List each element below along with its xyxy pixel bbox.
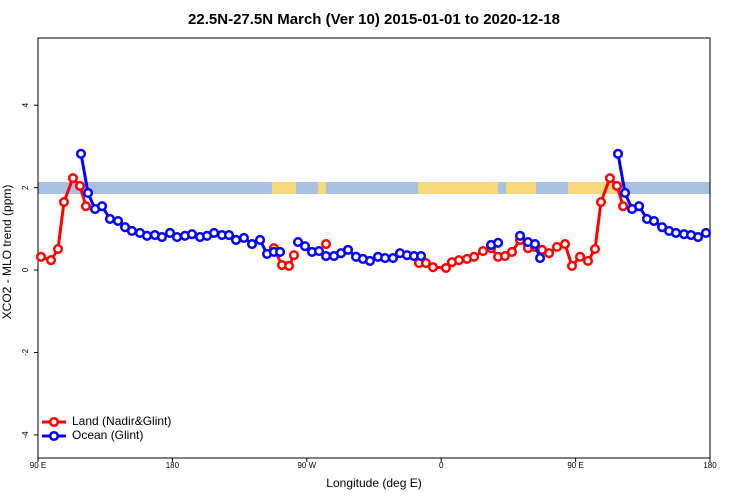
point [582,255,594,267]
point [595,196,607,208]
point [45,255,57,266]
point [97,201,108,212]
point [453,255,465,266]
point [288,250,300,261]
point [535,253,546,264]
ocean-strip [38,182,710,194]
point [74,180,86,192]
series-line [79,153,707,263]
point [634,201,645,212]
land-strip [318,182,326,194]
point [141,230,153,241]
point [670,227,682,239]
point [299,241,311,252]
y-tick-label: -2 [21,348,30,356]
point [618,201,629,212]
point [342,244,354,255]
point [589,243,601,255]
point [364,255,376,267]
land-strip [272,182,296,194]
point [156,232,167,243]
point [246,239,258,250]
point [604,173,615,184]
point [552,241,563,253]
y-axis-label: XCO2 - MLO trend (ppm) [0,185,14,320]
point [477,246,489,257]
point [209,227,220,239]
point [469,251,480,262]
point [238,232,249,243]
point [223,229,235,241]
point [186,229,198,240]
point [275,246,286,257]
point [82,187,94,199]
point [230,234,242,246]
map-strip [38,182,710,194]
legend-marker [48,416,60,428]
point [612,148,624,159]
legend-label: Land (Nadir&Glint) [72,414,171,428]
point [493,237,504,248]
point [514,230,526,241]
x-tick-label: 90 W [297,461,316,470]
legend-label: Ocean (Glint) [72,428,143,442]
point [506,246,518,257]
point [427,262,439,273]
x-tick-label: 180 [166,461,180,470]
point [559,239,571,250]
point [164,227,176,239]
legend-marker [48,430,60,442]
point [255,234,266,246]
x-tick-label: 0 [439,461,444,470]
point [67,173,78,184]
point [529,239,541,250]
point [440,262,452,274]
point [104,213,116,224]
point [619,187,631,199]
point [112,215,124,227]
x-tick-label: 90 E [30,461,46,470]
chart-title: 22.5N-27.5N March (Ver 10) 2015-01-01 to… [188,11,560,28]
point [648,215,660,227]
y-tick-label: 0 [21,267,30,272]
point [415,250,427,262]
x-tick-label: 180 [703,461,717,470]
point [566,260,578,271]
point [75,148,87,159]
point [292,236,304,248]
point [58,196,70,208]
point [693,232,704,243]
point [420,257,432,269]
point [499,250,511,262]
plot-frame [37,37,711,459]
y-tick-label: 4 [21,102,30,107]
point [575,251,586,262]
y-tick-label: -4 [21,431,30,439]
point [700,227,712,239]
point [80,201,91,212]
land-strip [506,182,536,194]
point [35,251,47,262]
x-tick-label: 90 E [567,461,583,470]
y-tick-label: 2 [21,185,30,190]
land-strip [418,182,498,194]
point [321,239,332,250]
land-strip [568,182,618,194]
point [283,260,295,271]
point [387,253,399,264]
point [611,180,623,192]
point [52,243,64,255]
x-axis-label: Longitude (deg E) [326,476,421,490]
point [313,246,325,257]
point [171,232,183,243]
point [126,225,137,236]
point [380,253,391,264]
point [321,250,332,262]
point [543,248,555,259]
